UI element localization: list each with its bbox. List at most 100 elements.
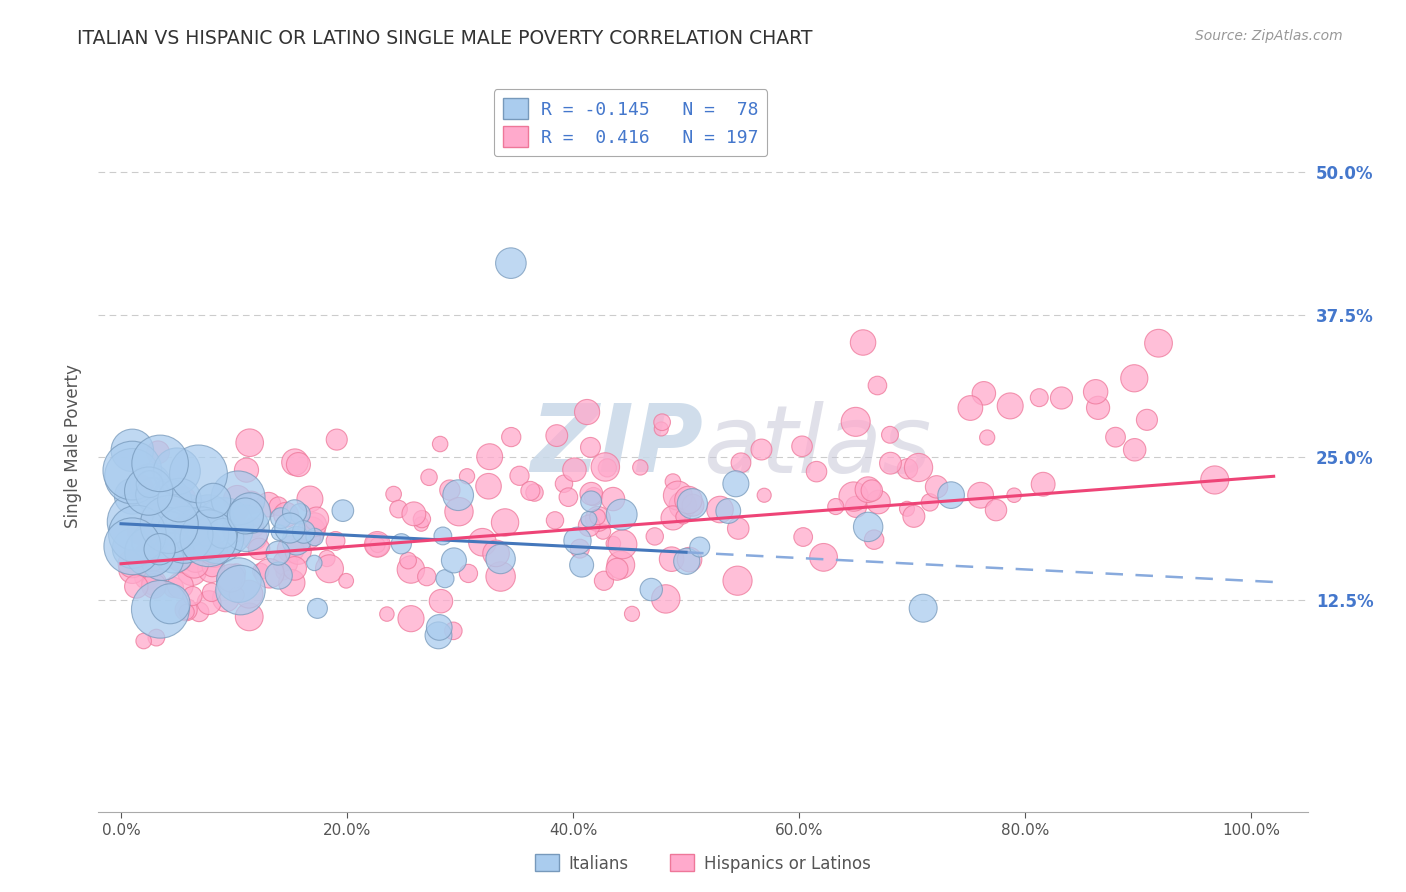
Point	[157, 528, 180, 542]
Point	[672, 498, 695, 512]
Point	[129, 524, 152, 539]
Point	[842, 490, 865, 504]
Point	[586, 512, 609, 526]
Point	[553, 476, 575, 491]
Point	[318, 562, 340, 576]
Point	[167, 552, 190, 566]
Point	[249, 565, 271, 579]
Point	[863, 533, 886, 547]
Point	[596, 461, 619, 475]
Point	[125, 515, 148, 529]
Point	[678, 552, 700, 566]
Point	[1147, 336, 1170, 351]
Point	[174, 603, 197, 617]
Point	[709, 502, 731, 516]
Point	[169, 493, 191, 508]
Point	[149, 542, 172, 557]
Point	[121, 539, 143, 553]
Point	[146, 445, 169, 459]
Point	[288, 507, 311, 521]
Point	[257, 498, 280, 512]
Point	[162, 580, 184, 594]
Point	[508, 468, 530, 483]
Point	[375, 607, 398, 621]
Point	[644, 529, 666, 543]
Point	[219, 576, 242, 591]
Point	[602, 491, 624, 506]
Point	[1136, 413, 1159, 427]
Point	[138, 484, 160, 499]
Point	[121, 469, 143, 483]
Point	[138, 534, 160, 549]
Point	[292, 524, 315, 539]
Point	[879, 427, 901, 442]
Point	[169, 578, 191, 592]
Point	[578, 512, 600, 526]
Point	[678, 493, 700, 508]
Point	[176, 605, 198, 619]
Point	[274, 508, 297, 522]
Point	[896, 462, 918, 476]
Point	[489, 569, 512, 583]
Point	[134, 546, 156, 560]
Point	[198, 596, 221, 610]
Point	[751, 442, 773, 457]
Point	[367, 538, 389, 552]
Point	[579, 494, 602, 508]
Point	[672, 509, 695, 524]
Point	[868, 495, 890, 509]
Point	[285, 533, 308, 548]
Point	[724, 476, 747, 491]
Point	[143, 576, 166, 591]
Point	[595, 460, 617, 475]
Point	[662, 475, 685, 489]
Point	[301, 524, 323, 538]
Point	[427, 620, 450, 634]
Point	[219, 571, 242, 585]
Point	[602, 536, 624, 550]
Point	[211, 526, 233, 541]
Point	[226, 491, 249, 505]
Point	[235, 521, 257, 535]
Point	[443, 553, 465, 567]
Point	[274, 556, 297, 570]
Point	[240, 495, 263, 509]
Point	[298, 491, 321, 506]
Point	[136, 570, 159, 584]
Point	[238, 610, 260, 624]
Point	[427, 628, 450, 642]
Point	[675, 554, 697, 568]
Point	[396, 553, 419, 567]
Point	[287, 544, 309, 558]
Point	[280, 542, 302, 557]
Point	[655, 591, 678, 606]
Point	[200, 562, 222, 576]
Point	[813, 550, 835, 565]
Point	[138, 477, 160, 491]
Point	[148, 551, 170, 566]
Point	[165, 549, 187, 564]
Point	[229, 583, 252, 598]
Legend: Italians, Hispanics or Latinos: Italians, Hispanics or Latinos	[529, 847, 877, 880]
Point	[416, 569, 439, 583]
Point	[730, 456, 752, 470]
Point	[183, 557, 205, 571]
Point	[201, 559, 224, 574]
Text: ZIP: ZIP	[530, 400, 703, 492]
Point	[727, 574, 749, 588]
Point	[389, 537, 412, 551]
Point	[651, 415, 673, 429]
Point	[163, 546, 186, 560]
Point	[969, 488, 991, 502]
Point	[193, 515, 215, 529]
Point	[959, 401, 981, 415]
Point	[727, 521, 749, 535]
Point	[127, 527, 149, 541]
Point	[202, 493, 225, 508]
Point	[568, 541, 591, 556]
Point	[790, 439, 813, 453]
Point	[267, 546, 290, 560]
Point	[430, 594, 453, 608]
Point	[866, 378, 889, 392]
Y-axis label: Single Male Poverty: Single Male Poverty	[65, 364, 83, 528]
